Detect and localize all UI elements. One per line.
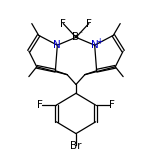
Text: N: N (91, 40, 98, 50)
Text: N: N (54, 40, 61, 50)
Text: ⁻: ⁻ (78, 29, 82, 38)
Text: +: + (96, 37, 103, 46)
Text: F: F (86, 19, 92, 29)
Text: F: F (60, 19, 66, 29)
Text: Br: Br (70, 141, 82, 151)
Text: F: F (109, 100, 115, 110)
Text: F: F (37, 100, 43, 110)
Text: B: B (73, 32, 79, 42)
